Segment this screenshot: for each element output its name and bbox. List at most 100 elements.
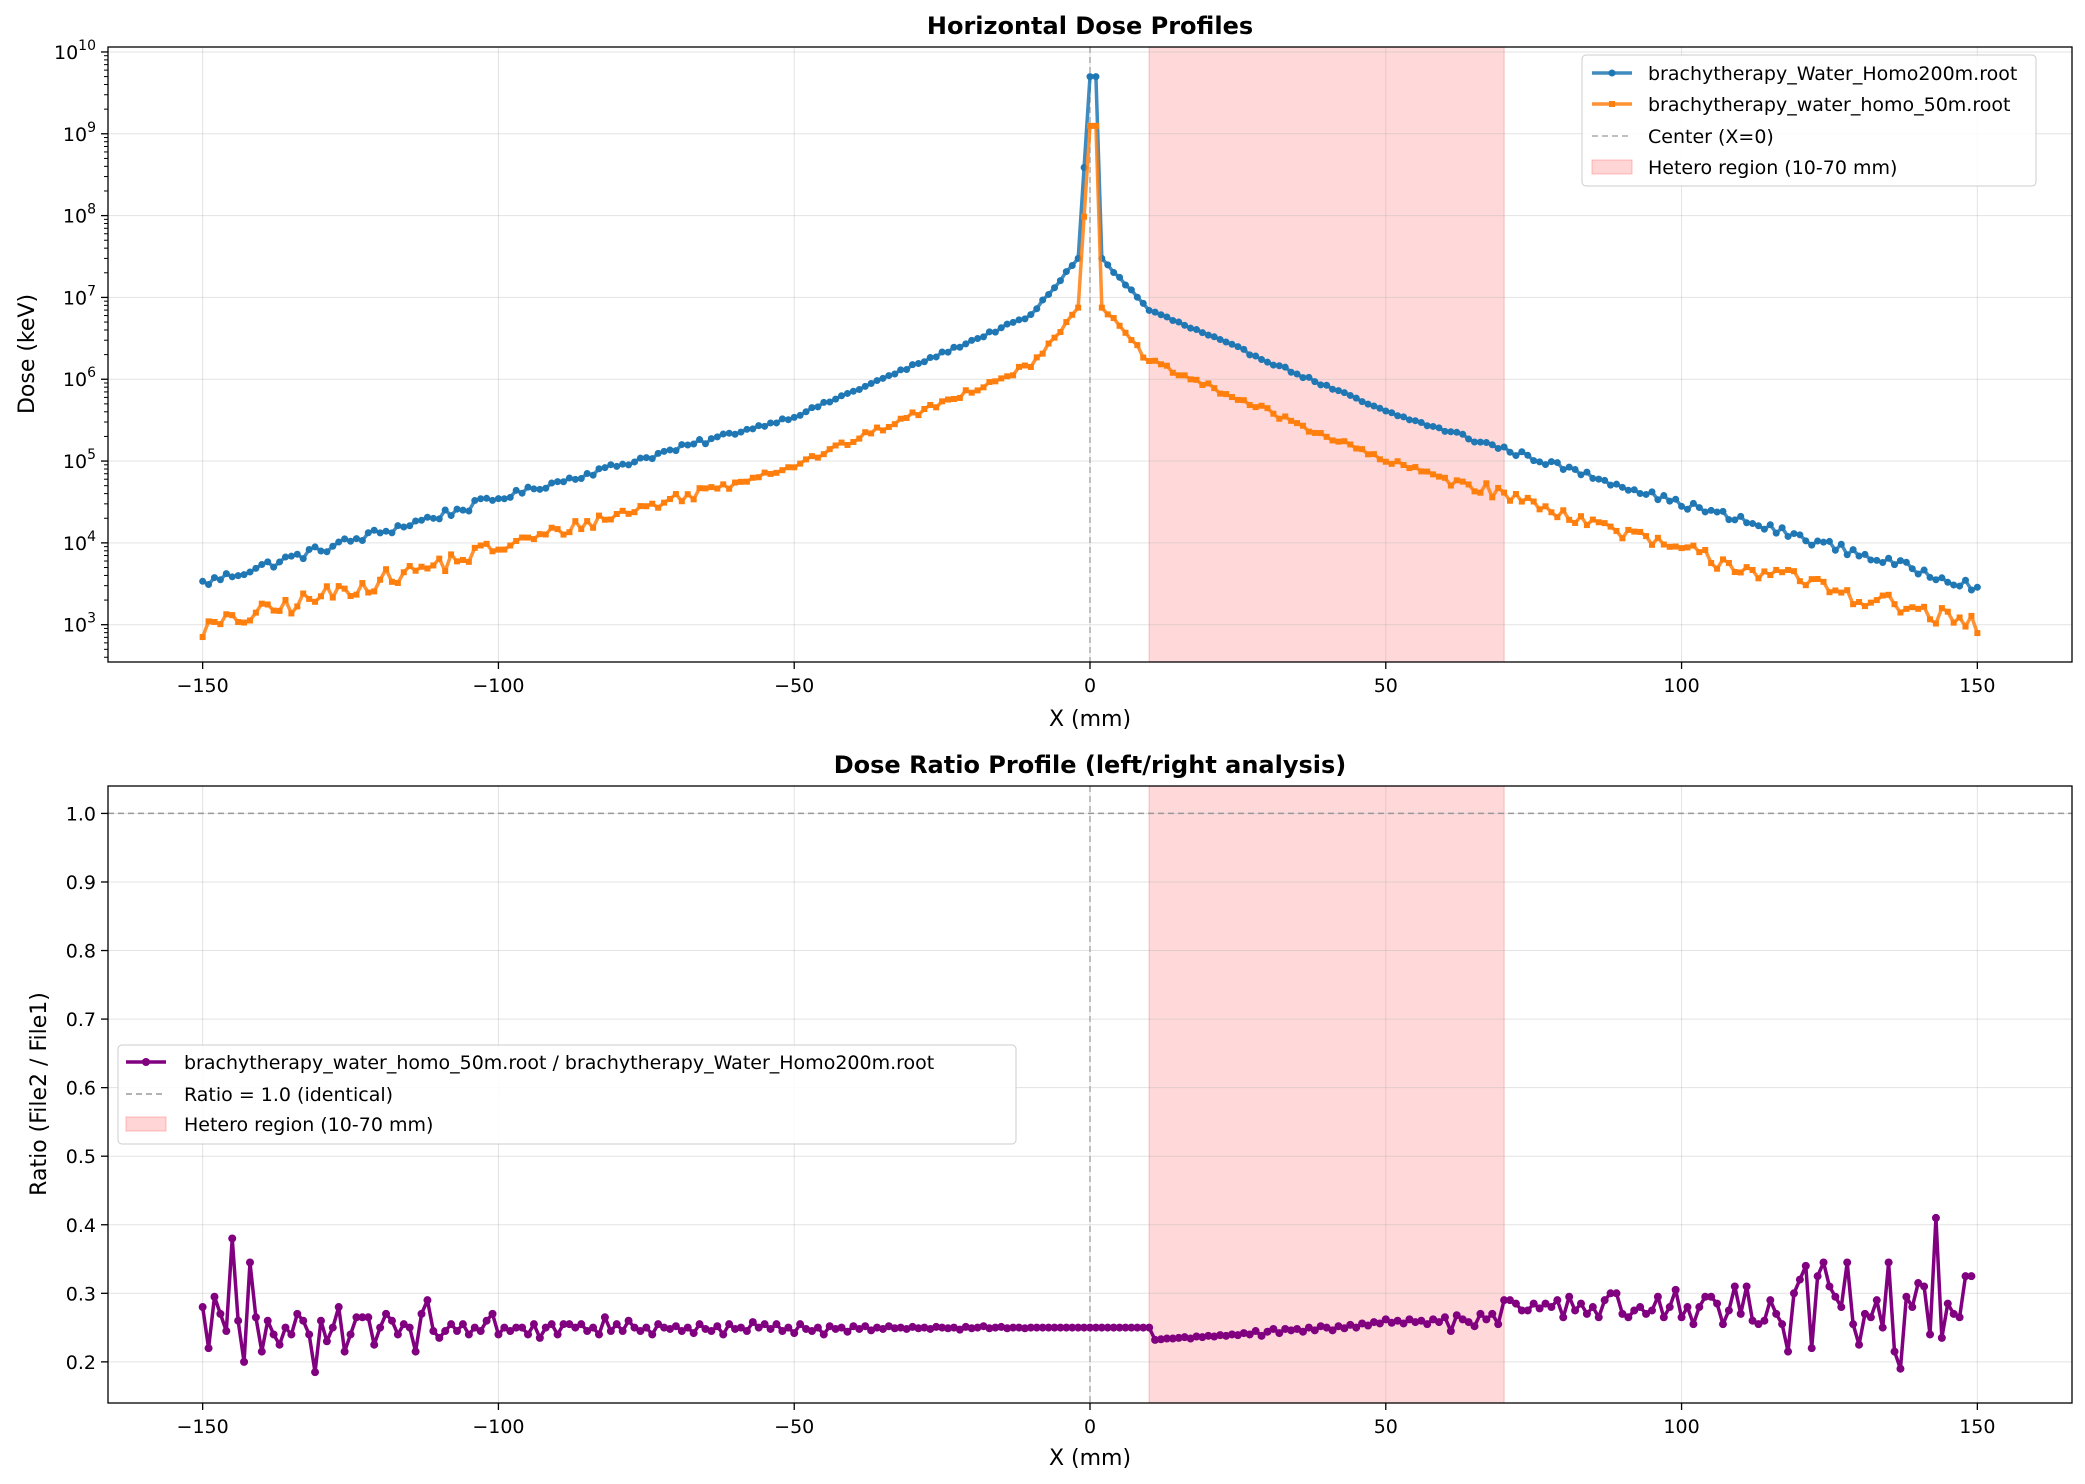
- data-point: [1494, 1320, 1503, 1329]
- data-point: [950, 343, 958, 351]
- data-point: [1210, 333, 1218, 341]
- y-tick-label: 103: [63, 611, 96, 637]
- data-point: [1908, 565, 1916, 573]
- x-tick-label: −150: [177, 1416, 229, 1438]
- data-point: [748, 1318, 757, 1327]
- data-point: [814, 454, 821, 461]
- data-point: [447, 512, 455, 520]
- data-point: [914, 359, 922, 367]
- data-point: [1039, 296, 1047, 304]
- data-point: [732, 479, 739, 486]
- x-tick-label: 100: [1663, 1416, 1699, 1438]
- data-point: [932, 1322, 941, 1331]
- data-point: [1246, 351, 1254, 359]
- data-point: [210, 574, 218, 582]
- data-point: [967, 1324, 976, 1333]
- data-point: [535, 1333, 544, 1342]
- data-point: [293, 1309, 302, 1318]
- data-point: [1974, 630, 1981, 637]
- data-point: [920, 358, 928, 366]
- y-axis-ticks: 0.2 0.3 0.4 0.5 0.6 0.7 0.8 0.9 1.0: [66, 803, 108, 1374]
- x-tick-label: −50: [774, 1416, 814, 1438]
- data-point: [1678, 502, 1686, 510]
- data-point: [583, 469, 591, 477]
- data-point: [1702, 546, 1709, 553]
- data-point: [1471, 438, 1479, 446]
- data-point: [897, 366, 905, 374]
- data-point: [784, 1323, 793, 1332]
- data-point: [1470, 1322, 1479, 1331]
- data-point: [205, 580, 213, 588]
- data-point: [234, 1316, 243, 1325]
- data-point: [547, 1320, 556, 1329]
- data-point: [1565, 463, 1573, 471]
- data-point: [258, 600, 265, 607]
- data-point: [1394, 458, 1401, 465]
- data-point: [1353, 445, 1360, 452]
- data-point: [956, 343, 964, 351]
- data-point: [442, 568, 449, 575]
- data-point: [1376, 456, 1383, 463]
- data-point: [1677, 1313, 1686, 1322]
- data-point: [500, 1323, 509, 1332]
- data-point: [346, 1330, 355, 1339]
- data-point: [1511, 1299, 1520, 1308]
- data-point: [648, 455, 656, 463]
- y-tick-label: 0.8: [66, 941, 96, 963]
- data-point: [891, 370, 899, 378]
- data-point: [826, 398, 834, 406]
- data-point: [1749, 566, 1756, 573]
- data-point: [855, 386, 863, 394]
- data-point: [1844, 587, 1851, 594]
- data-point: [1891, 561, 1899, 569]
- legend-entry-series-1: brachytherapy_Water_Homo200m.root: [1592, 63, 2017, 85]
- data-point: [524, 483, 532, 491]
- data-point: [328, 1323, 337, 1332]
- data-point: [1157, 311, 1165, 319]
- data-point: [1601, 476, 1609, 484]
- data-point: [1654, 534, 1661, 541]
- data-point: [1565, 1292, 1574, 1301]
- data-point: [1707, 506, 1715, 514]
- data-point: [1719, 556, 1726, 563]
- data-point: [204, 1344, 213, 1353]
- data-point: [1743, 564, 1750, 571]
- data-point: [1282, 413, 1289, 420]
- data-point: [1873, 597, 1880, 604]
- data-point: [441, 506, 449, 514]
- data-point: [808, 404, 816, 412]
- data-point: [1896, 557, 1904, 565]
- data-point: [1553, 1296, 1562, 1305]
- data-point: [222, 570, 230, 578]
- data-point: [429, 514, 437, 522]
- data-point: [1211, 385, 1218, 392]
- data-point: [1890, 1347, 1899, 1356]
- data-point: [974, 387, 981, 394]
- data-point: [1234, 396, 1241, 403]
- data-point: [1021, 362, 1028, 369]
- data-point: [1340, 1324, 1349, 1333]
- data-point: [1056, 277, 1064, 285]
- data-point: [400, 569, 407, 576]
- data-point: [1571, 1306, 1580, 1315]
- data-point: [560, 478, 568, 486]
- data-point: [1927, 616, 1934, 623]
- data-point: [1637, 528, 1644, 535]
- data-point: [1340, 389, 1348, 397]
- data-point: [370, 526, 378, 534]
- data-point: [968, 389, 975, 396]
- data-point: [1943, 1299, 1952, 1308]
- data-point: [541, 1323, 550, 1332]
- data-point: [1240, 345, 1248, 353]
- data-point: [1571, 465, 1579, 473]
- data-point: [383, 566, 390, 573]
- data-point: [435, 1333, 444, 1342]
- data-point: [1293, 370, 1301, 378]
- data-point: [636, 1327, 645, 1336]
- data-point: [1731, 569, 1738, 576]
- data-point: [1607, 481, 1615, 489]
- x-tick-label: −100: [472, 675, 524, 697]
- data-point: [1198, 329, 1206, 337]
- data-point: [1323, 381, 1331, 389]
- data-point: [423, 513, 431, 521]
